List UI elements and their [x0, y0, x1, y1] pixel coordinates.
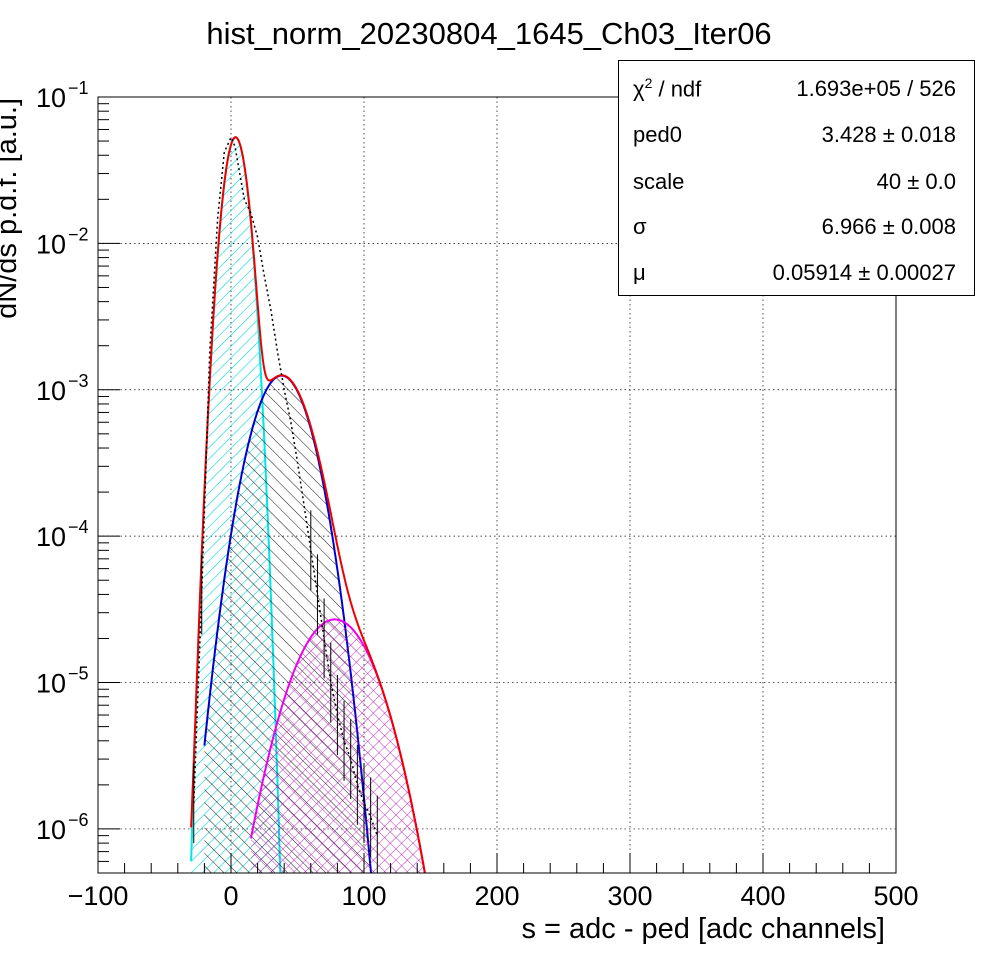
stat-row: ped0 3.428 ± 0.018 — [633, 115, 956, 155]
y-tick-label: 10 — [36, 83, 66, 113]
stat-name: σ — [633, 214, 647, 239]
two-pe-curve-fill — [251, 619, 425, 873]
stat-name: scale — [633, 169, 685, 194]
stat-row: μ 0.05914 ± 0.00027 — [633, 253, 956, 293]
x-tick-label: 300 — [607, 881, 652, 911]
stat-value: 0.05914 ± 0.00027 — [772, 260, 956, 285]
stat-value: 1.693e+05 / 526 — [796, 76, 956, 101]
stat-name: χ2 / ndf — [633, 75, 702, 102]
y-tick-exponent: −3 — [68, 371, 89, 391]
fit-stats-box: χ2 / ndf 1.693e+05 / 526 ped0 3.428 ± 0.018… — [618, 60, 975, 296]
y-tick-label: 10 — [36, 522, 66, 552]
x-tick-label: 100 — [341, 881, 386, 911]
y-axis: 10−110−210−310−410−510−6 — [36, 78, 120, 874]
stat-name: μ — [633, 260, 646, 285]
x-tick-label: 200 — [474, 881, 519, 911]
y-tick-label: 10 — [36, 229, 66, 259]
x-axis: −100 0 100 200 300 400 500 — [68, 853, 919, 911]
x-tick-label: −100 — [68, 881, 129, 911]
x-tick-label: 500 — [873, 881, 918, 911]
y-tick-exponent: −6 — [68, 810, 89, 830]
stat-name: ped0 — [633, 122, 682, 147]
stat-row: χ2 / ndf 1.693e+05 / 526 — [633, 69, 956, 109]
y-axis-title: dN/ds p.d.f. [a.u.] — [0, 98, 23, 319]
y-tick-label: 10 — [36, 376, 66, 406]
y-tick-label: 10 — [36, 815, 66, 845]
x-axis-title: s = adc - ped [adc channels] — [521, 913, 885, 945]
total-fit-curve — [190, 136, 426, 873]
stat-row: scale 40 ± 0.0 — [633, 162, 956, 202]
y-tick-label: 10 — [36, 669, 66, 699]
stat-value: 6.966 ± 0.008 — [821, 214, 956, 239]
chart-title: hist_norm_20230804_1645_Ch03_Iter06 — [206, 16, 771, 51]
x-tick-label: 0 — [223, 881, 238, 911]
stat-value: 3.428 ± 0.018 — [821, 122, 956, 147]
y-tick-exponent: −4 — [68, 517, 89, 537]
y-tick-exponent: −5 — [68, 664, 89, 684]
data-points — [193, 135, 379, 836]
stat-value: 40 ± 0.0 — [876, 169, 956, 194]
fit-curves — [190, 135, 426, 873]
y-tick-exponent: −2 — [68, 224, 89, 244]
y-tick-exponent: −1 — [68, 78, 89, 98]
x-tick-label: 400 — [740, 881, 785, 911]
stat-row: σ 6.966 ± 0.008 — [633, 207, 956, 247]
